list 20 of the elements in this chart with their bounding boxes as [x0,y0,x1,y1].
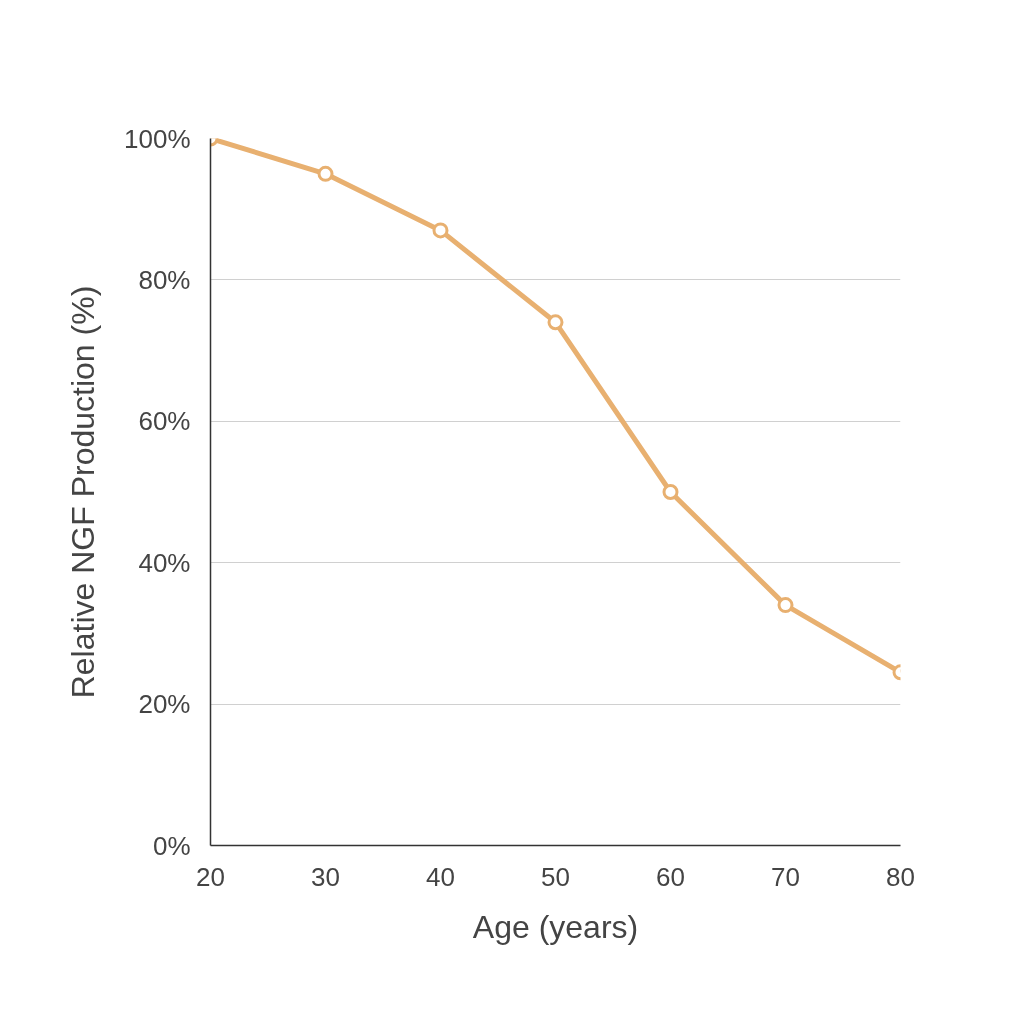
x-tick-label: 40 [426,861,455,892]
x-tick-label: 60 [656,861,685,892]
x-axis-title: Age (years) [472,908,639,945]
y-tick-label: 20% [138,689,191,720]
y-tick-label: 100% [124,123,191,154]
y-axis-title: Relative NGF Production (%) [65,285,101,699]
point [662,484,679,500]
point [432,222,449,239]
x-tick-label: 50 [541,861,570,892]
point [317,165,334,182]
point [547,314,564,331]
y-tick-label: 60% [138,406,191,437]
y-tick-label: 40% [138,547,191,578]
x-tick-label: 30 [311,861,340,892]
y-tick-label: 0% [152,830,191,861]
x-tick-label: 70 [771,861,800,892]
x-tick-label: 20 [196,861,225,892]
x-tick-label: 80 [886,861,915,892]
y-tick-label: 80% [138,264,191,295]
point [777,597,794,614]
